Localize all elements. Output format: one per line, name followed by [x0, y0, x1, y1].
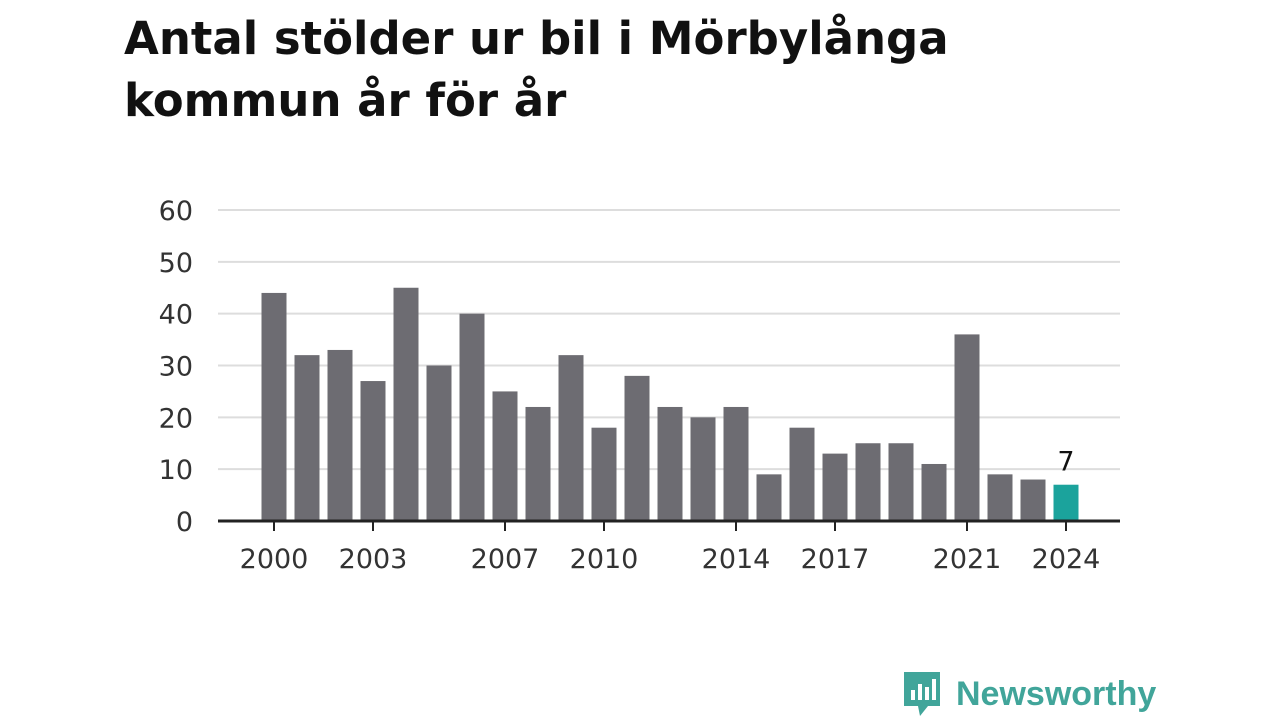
bar-2020: [921, 463, 947, 521]
bar-2009: [558, 355, 584, 521]
bars: [261, 287, 1079, 521]
bar-2016: [789, 427, 815, 521]
chart-title: Antal stölder ur bil i Mörbylånga kommun…: [124, 12, 949, 127]
x-tick-label: 2000: [240, 544, 309, 575]
bar-2022: [987, 474, 1013, 521]
bar-2011: [624, 375, 650, 521]
y-tick-label: 10: [159, 455, 193, 486]
bar-2010: [591, 427, 617, 521]
bar-2019: [888, 443, 914, 521]
x-tick-label: 2003: [339, 544, 408, 575]
brand-logo: Newsworthy: [902, 670, 1156, 718]
bar-2008: [525, 406, 551, 521]
brand-name: Newsworthy: [956, 674, 1157, 713]
y-tick-label: 60: [159, 196, 193, 227]
bar-2005: [426, 365, 452, 521]
bar-2001: [294, 355, 320, 521]
bar-2018: [855, 443, 881, 521]
x-axis-ticks: 2000 2003 2007 2010 2014 2017 2021 2024: [240, 521, 1101, 575]
bar-2021: [954, 334, 980, 521]
y-tick-label: 40: [159, 300, 193, 331]
bar-2002: [327, 349, 353, 521]
bar-2024: [1053, 484, 1079, 521]
x-tick-label: 2014: [702, 544, 771, 575]
data-label-highlight: 7: [1057, 447, 1074, 478]
bar-2000: [261, 292, 287, 521]
newsworthy-logo-icon: [904, 672, 940, 716]
x-tick-label: 2017: [801, 544, 870, 575]
bar-2015: [756, 474, 782, 521]
bar-2014: [723, 406, 749, 521]
y-axis-labels: 0 10 20 30 40 50 60: [159, 196, 193, 538]
bar-2023: [1020, 479, 1046, 521]
y-tick-label: 0: [176, 507, 193, 538]
annotations: 7: [1057, 447, 1074, 478]
bar-2012: [657, 406, 683, 521]
y-tick-label: 30: [159, 352, 193, 383]
y-tick-label: 20: [159, 403, 193, 434]
x-tick-label: 2024: [1032, 544, 1101, 575]
bar-2006: [459, 313, 485, 521]
x-tick-label: 2021: [933, 544, 1002, 575]
y-tick-label: 50: [159, 248, 193, 279]
bar-2007: [492, 391, 518, 521]
x-tick-label: 2007: [471, 544, 540, 575]
bar-2004: [393, 287, 419, 521]
bar-2003: [360, 381, 386, 521]
x-tick-label: 2010: [570, 544, 639, 575]
bar-2017: [822, 453, 848, 521]
bar-2013: [690, 417, 716, 521]
